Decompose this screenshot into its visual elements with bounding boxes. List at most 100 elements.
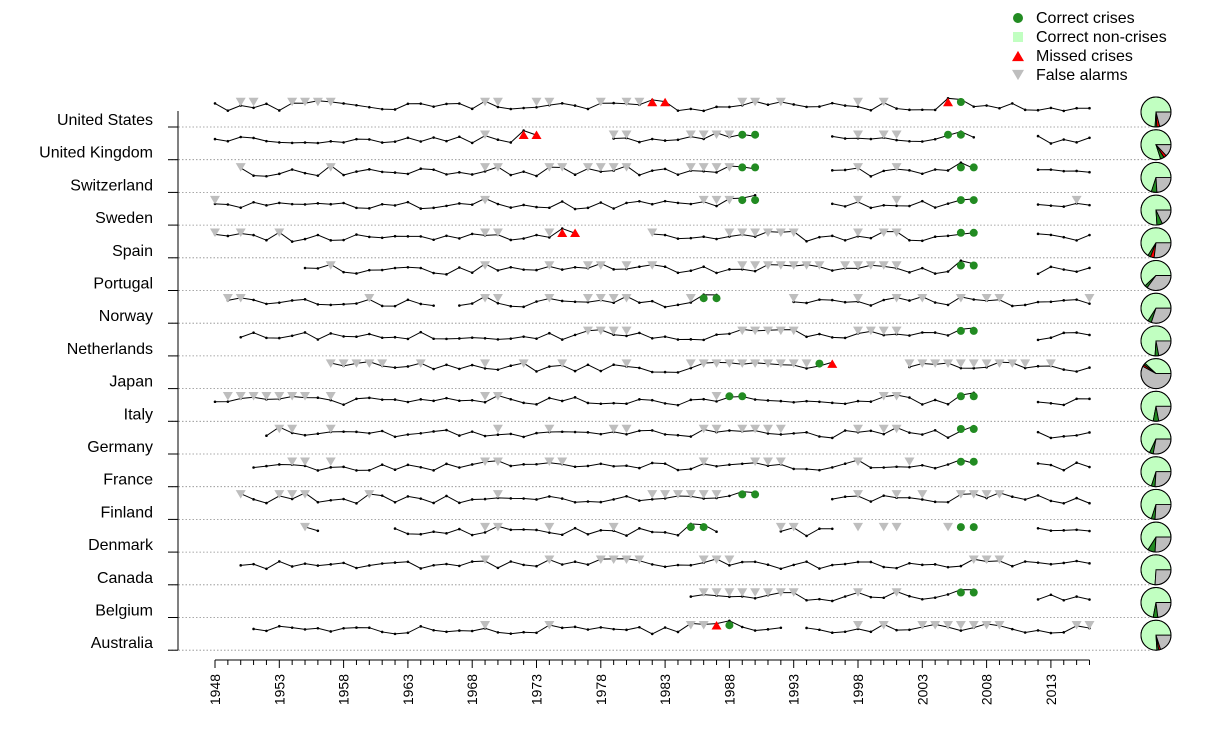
series-point <box>265 464 268 468</box>
series-point <box>535 403 538 406</box>
series-point <box>869 400 873 403</box>
series-point <box>548 396 551 400</box>
series-point <box>1062 109 1066 113</box>
series-point <box>342 102 345 105</box>
country-label: Spain <box>112 243 153 260</box>
series-point <box>830 234 834 238</box>
series-point <box>560 626 564 630</box>
series-point <box>676 403 680 407</box>
series-point <box>1088 598 1091 601</box>
series-point <box>1062 529 1066 532</box>
series-point <box>895 465 898 469</box>
series-point <box>406 495 410 498</box>
series-point <box>921 239 924 243</box>
series-point <box>805 560 808 563</box>
series-point <box>1036 272 1040 276</box>
series-point <box>213 102 217 105</box>
series-point <box>882 203 886 207</box>
series-point <box>663 626 667 629</box>
false-alarm-marker <box>364 490 375 499</box>
series-point <box>702 265 705 269</box>
series-point <box>882 298 886 302</box>
series-point <box>573 625 577 629</box>
series-point <box>843 137 847 140</box>
series-point <box>805 301 808 305</box>
series-point <box>342 561 345 565</box>
series-point <box>805 367 808 370</box>
series-point <box>1088 366 1091 369</box>
series-point <box>1088 333 1091 337</box>
false-alarm-marker <box>235 97 246 107</box>
country-label: Germany <box>87 439 153 456</box>
series-point <box>1062 598 1066 602</box>
missed-crisis-marker <box>570 228 581 238</box>
series-point <box>586 464 590 468</box>
series-point <box>843 429 847 432</box>
series-point <box>766 103 770 107</box>
series-point <box>753 398 757 401</box>
false-alarm-marker <box>853 163 863 172</box>
series-point <box>1049 265 1053 269</box>
series-point <box>586 532 590 536</box>
country-label: United Kingdom <box>39 145 153 162</box>
series-point <box>805 105 808 109</box>
series-point <box>882 596 886 600</box>
series-point <box>805 399 808 403</box>
series-point <box>689 338 693 341</box>
series-point <box>650 530 654 534</box>
false-alarm-marker <box>788 293 799 303</box>
series-point <box>535 370 538 373</box>
correct-crisis-marker <box>956 326 965 335</box>
series-point <box>638 331 641 335</box>
series-point <box>458 466 461 469</box>
false-alarm-marker <box>698 359 709 368</box>
country-label: Switzerland <box>70 177 153 194</box>
series-point <box>702 338 705 342</box>
series-point <box>445 337 448 341</box>
false-alarm-marker <box>762 457 773 466</box>
series-point <box>959 366 963 370</box>
series-point <box>921 199 924 203</box>
series-point <box>676 468 680 472</box>
false-alarm-marker <box>711 588 722 597</box>
false-alarm-marker <box>750 97 761 107</box>
series-point <box>380 494 384 497</box>
series-point <box>329 630 333 633</box>
series-point <box>1062 403 1066 407</box>
false-alarm-marker <box>853 457 863 466</box>
series-point <box>766 628 770 631</box>
series-point <box>959 564 963 568</box>
false-alarm-marker <box>595 555 606 565</box>
false-alarm-marker <box>338 359 349 368</box>
series-point <box>921 597 924 601</box>
series-point <box>869 236 873 240</box>
series-point <box>663 265 667 268</box>
series-point <box>522 528 525 531</box>
series-point <box>278 201 281 205</box>
false-alarm-marker <box>492 457 503 466</box>
series-line <box>240 327 974 341</box>
series-point <box>830 101 834 105</box>
false-alarm-marker <box>968 620 979 630</box>
false-alarm-marker <box>608 163 619 172</box>
pie-chart <box>1140 587 1172 618</box>
series-point <box>342 270 345 274</box>
false-alarm-marker <box>917 293 928 303</box>
series-point <box>355 430 358 434</box>
correct-crisis-marker <box>699 294 708 303</box>
correct-crisis-marker <box>969 326 978 335</box>
series-point <box>779 399 783 403</box>
series-point <box>226 400 230 403</box>
false-alarm-marker <box>621 130 632 139</box>
series-point <box>445 102 448 106</box>
series-point <box>290 334 294 338</box>
false-alarm-marker <box>312 97 323 107</box>
false-alarm-marker <box>994 293 1005 303</box>
series-point <box>406 298 410 302</box>
series-point <box>1062 235 1066 239</box>
false-alarm-marker <box>891 392 902 401</box>
series-point <box>856 105 860 108</box>
series-point <box>908 139 911 143</box>
x-tick-label: 1998 <box>850 674 866 705</box>
series-point <box>869 108 873 112</box>
